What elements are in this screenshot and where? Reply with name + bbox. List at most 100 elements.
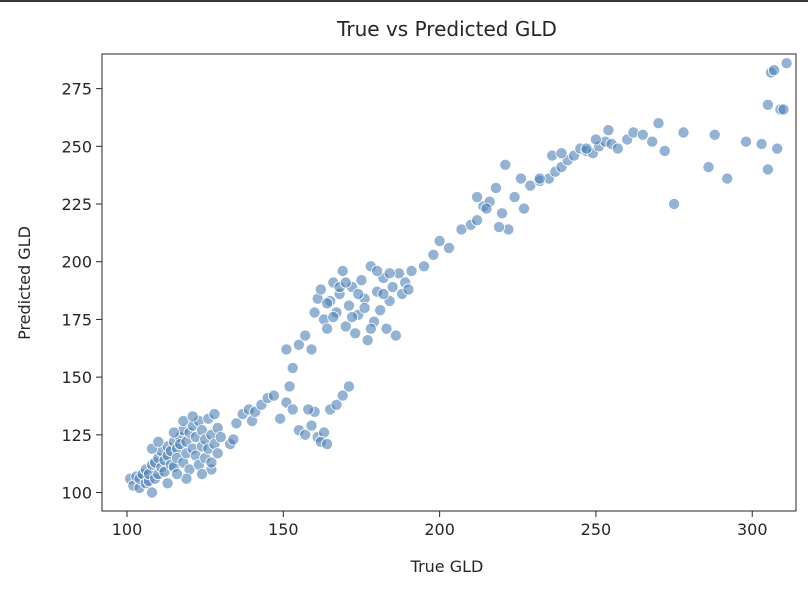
data-point	[161, 477, 174, 490]
data-point	[314, 283, 327, 296]
data-point	[211, 447, 224, 460]
data-point	[555, 147, 568, 160]
data-point	[771, 142, 784, 155]
y-tick-label: 250	[61, 137, 92, 156]
data-point	[761, 98, 774, 111]
data-point	[355, 274, 368, 287]
x-tick-label: 300	[737, 520, 768, 539]
data-point	[280, 343, 293, 356]
data-point	[286, 403, 299, 416]
data-point	[721, 172, 734, 185]
data-point	[214, 431, 227, 444]
data-point	[777, 103, 790, 116]
points-layer	[124, 57, 793, 499]
x-tick-label: 100	[112, 520, 143, 539]
data-point	[299, 428, 312, 441]
data-point	[305, 343, 318, 356]
data-point	[299, 329, 312, 342]
data-point	[427, 248, 440, 261]
y-axis: 100 125 150 175 200 225 250 275	[61, 80, 102, 503]
data-point	[377, 287, 390, 300]
data-point	[652, 117, 665, 130]
x-tick-label: 200	[424, 520, 455, 539]
data-point	[336, 264, 349, 277]
data-point	[361, 334, 374, 347]
data-point	[514, 172, 527, 185]
y-tick-label: 125	[61, 426, 92, 445]
data-point	[768, 64, 781, 77]
data-point	[508, 191, 521, 204]
data-point	[380, 322, 393, 335]
data-point	[349, 327, 362, 340]
data-point	[274, 412, 287, 425]
chart-title: True vs Predicted GLD	[336, 17, 557, 41]
data-point	[339, 276, 352, 289]
data-point	[286, 361, 299, 374]
data-point	[292, 338, 305, 351]
data-point	[327, 311, 340, 324]
data-point	[186, 410, 199, 423]
data-point	[524, 179, 537, 192]
y-tick-label: 200	[61, 253, 92, 272]
data-point	[755, 137, 768, 150]
data-point	[533, 172, 546, 185]
data-point	[677, 126, 690, 139]
data-point	[336, 389, 349, 402]
data-point	[330, 398, 343, 411]
data-point	[417, 260, 430, 273]
y-tick-label: 175	[61, 310, 92, 329]
data-point	[668, 197, 681, 210]
data-point	[580, 142, 593, 155]
data-point	[364, 322, 377, 335]
data-point	[321, 438, 334, 451]
data-point	[518, 202, 531, 215]
x-tick-label: 150	[268, 520, 299, 539]
data-point	[499, 158, 512, 171]
data-point	[402, 283, 415, 296]
data-point	[230, 417, 243, 430]
data-point	[205, 456, 218, 469]
data-point	[389, 329, 402, 342]
data-point	[346, 311, 359, 324]
data-point	[342, 380, 355, 393]
data-point	[302, 403, 315, 416]
data-point	[170, 468, 183, 481]
data-point	[283, 380, 296, 393]
data-point	[780, 57, 793, 70]
data-point	[321, 297, 334, 310]
data-point	[405, 264, 418, 277]
data-point	[167, 426, 180, 439]
y-axis-label: Predicted GLD	[15, 226, 34, 340]
plot-frame	[101, 53, 797, 512]
data-point	[471, 191, 484, 204]
data-point	[442, 241, 455, 254]
data-point	[267, 389, 280, 402]
data-point	[386, 281, 399, 294]
data-point	[496, 207, 509, 220]
x-tick-label: 250	[581, 520, 612, 539]
window-top-border	[0, 0, 808, 2]
data-point	[321, 322, 334, 335]
y-tick-label: 150	[61, 368, 92, 387]
data-point	[589, 133, 602, 146]
data-point	[646, 135, 659, 148]
data-point	[636, 128, 649, 141]
data-point	[145, 486, 158, 499]
data-point	[305, 419, 318, 432]
data-point	[740, 135, 753, 148]
data-point	[358, 301, 371, 314]
x-axis-label: True GLD	[410, 557, 484, 576]
data-point	[761, 163, 774, 176]
data-point	[708, 128, 721, 141]
data-point	[308, 306, 321, 319]
data-point	[208, 408, 221, 421]
data-point	[352, 287, 365, 300]
data-point	[611, 142, 624, 155]
data-point	[342, 299, 355, 312]
data-point	[702, 161, 715, 174]
data-point	[602, 124, 615, 137]
y-tick-label: 275	[61, 80, 92, 99]
data-point	[492, 221, 505, 234]
data-point	[152, 435, 165, 448]
